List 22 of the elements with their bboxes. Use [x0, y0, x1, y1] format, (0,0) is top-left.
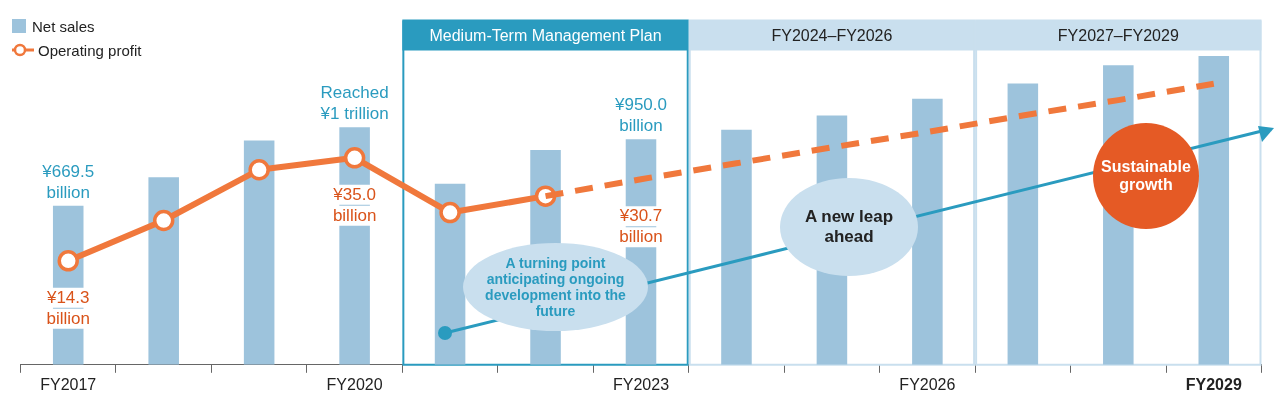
- data-label: ¥30.7 billion: [618, 206, 663, 247]
- callout-ellipse: A turning point anticipating ongoing development into the future: [463, 243, 648, 331]
- annotation: A turning point anticipating ongoing development into the future: [484, 254, 627, 320]
- data-label: ¥950.0 billion: [614, 95, 667, 136]
- band-label: Medium-Term Management Plan: [429, 26, 662, 44]
- callout-ellipse: A new leap ahead: [780, 178, 918, 276]
- x-tick-label: FY2023: [612, 375, 670, 393]
- data-label: ¥669.5 billion: [41, 161, 95, 202]
- annotation: A new leap ahead: [803, 207, 895, 247]
- x-tick-label: FY2029: [1185, 375, 1242, 393]
- data-label: ¥35.0 billion: [332, 184, 377, 225]
- callout-circle: Sustainable growth: [1093, 123, 1199, 229]
- annotation: Sustainable growth: [1100, 157, 1192, 195]
- legend-label: Net sales: [32, 17, 95, 35]
- x-tick-label: FY2017: [40, 375, 97, 393]
- x-tick-label: FY2020: [326, 375, 383, 393]
- data-label: ¥14.3 billion: [45, 287, 90, 328]
- legend-label: Operating profit: [38, 41, 142, 59]
- band-label: FY2027–FY2029: [1057, 26, 1179, 44]
- data-label: Reached ¥1 trillion: [319, 83, 389, 124]
- x-tick-label: FY2026: [899, 375, 956, 393]
- band-label: FY2024–FY2026: [771, 26, 893, 44]
